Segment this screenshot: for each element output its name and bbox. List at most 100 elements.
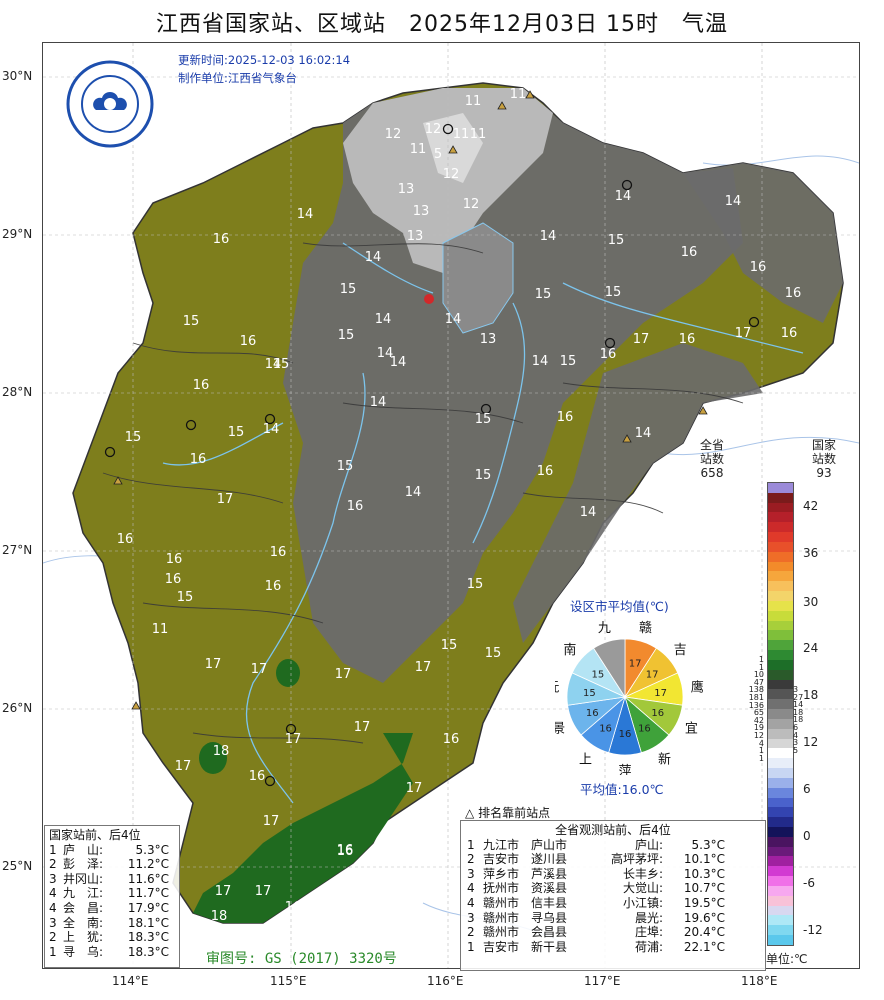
pie-value: 16 — [619, 729, 632, 740]
station-value: 15 — [340, 282, 357, 297]
station-value: 16 — [265, 579, 282, 594]
pie-average: 平均值:16.0℃ — [580, 782, 664, 797]
colorbar-total-count: 12 — [753, 731, 764, 740]
all-ranking-value: 5.3°C — [691, 837, 725, 852]
station-value: 14 — [263, 422, 280, 437]
station-value: 14 — [580, 505, 597, 520]
colorbar-step — [768, 935, 793, 945]
lat-label: 25°N — [2, 859, 33, 873]
national-ranking-rank: 3 — [49, 915, 57, 930]
colorbar-step — [768, 650, 793, 660]
station-value: 14 — [370, 395, 387, 410]
pie-city-label: 抚 — [555, 681, 559, 696]
all-ranking-value: 19.5°C — [683, 895, 725, 910]
all-ranking-row: 4 赣州市 信丰县 小江镇: 19.5°C — [467, 896, 759, 911]
colorbar-total-count: 47 — [753, 677, 764, 687]
cool-zone-east2 — [513, 343, 763, 643]
colorbar-step — [768, 895, 793, 906]
national-ranking-value: 18.3°C — [127, 944, 169, 959]
pie-title: 设区市平均值(℃) — [570, 599, 669, 614]
pie-value: 17 — [629, 658, 642, 669]
station-value: 16 — [681, 245, 698, 260]
pie-city-label: 九 — [598, 621, 611, 636]
all-ranking-rank: 1 — [467, 939, 475, 954]
station-value: 16 — [443, 732, 460, 747]
pie-value: 16 — [586, 708, 599, 719]
national-ranking-rank: 2 — [49, 930, 57, 945]
colorbar-step — [768, 856, 793, 867]
station-value: 11 — [510, 87, 527, 102]
pie-value: 16 — [651, 708, 664, 719]
station-value: 17 — [285, 732, 302, 747]
lon-label: 118°E — [741, 974, 778, 988]
colorbar-step — [768, 640, 793, 651]
lat-label: 30°N — [2, 69, 33, 83]
unit-label: 单位:℃ — [766, 952, 808, 966]
colorbar-national-count: 27 — [793, 692, 804, 702]
colorbar-step — [768, 738, 793, 749]
station-value: 15 — [183, 314, 200, 329]
station-value: 17 — [735, 326, 752, 341]
station-value: 14 — [725, 194, 742, 209]
colorbar-step — [768, 502, 793, 513]
all-ranking-value: 22.1°C — [683, 939, 725, 954]
station-value: 17 — [205, 657, 222, 672]
station-value: 16 — [679, 332, 696, 347]
all-ranking-station: 小江镇: — [622, 895, 663, 910]
station-value: 18 — [213, 744, 230, 759]
colorbar-total-count: 1 — [758, 746, 764, 756]
colorbar-step — [768, 689, 793, 700]
station-value: 17 — [406, 781, 423, 796]
all-ranking-rank: 4 — [467, 881, 475, 896]
station-value: 11 — [410, 142, 427, 157]
colorbar-step — [768, 630, 793, 641]
all-ranking-county: 庐山市 — [531, 837, 568, 852]
colorbar-step — [768, 797, 793, 808]
colorbar-national-count: 3 — [793, 738, 799, 748]
all-ranking-city: 赣州市 — [483, 895, 520, 910]
station-value: 16 — [337, 843, 354, 858]
update-time: 更新时间:2025-12-03 16:02:14 — [178, 53, 351, 67]
map-frame: 11 11 12 12 11 11 5 11 12 13 13 12 14 14 13 16 16 14 14 15 1… — [42, 42, 860, 969]
all-ranking-panel: 全省观测站前、后4位 1 九江市 庐山市 庐山: 5.3°C 2 吉安市 遂川县 高坪茅坪: 10… — [460, 820, 766, 971]
pie-city-label: 景 — [555, 721, 565, 736]
national-ranking-rank: 1 — [49, 944, 57, 959]
producer: 制作单位:江西省气象台 — [178, 71, 297, 85]
national-ranking-name: 寻 乌: — [63, 944, 104, 959]
colorbar-total-count: 65 — [753, 708, 764, 718]
pie-value: 16 — [599, 723, 612, 734]
station-value: 15 — [485, 646, 502, 661]
national-ranking-row: 2 彭 泽: 11.2°C — [49, 857, 175, 872]
national-ranking-rank: 4 — [49, 886, 57, 901]
all-ranking-city: 九江市 — [483, 837, 520, 852]
grid-lines — [43, 43, 859, 968]
station-value: 16 — [600, 347, 617, 362]
station-value: 17 — [415, 660, 432, 675]
station-value: 17 — [255, 884, 272, 899]
national-ranking-name: 九 江: — [63, 886, 104, 901]
colorbar-step — [768, 669, 793, 680]
all-ranking-value: 10.3°C — [683, 866, 725, 881]
colorbar-total-count: 1 — [758, 662, 764, 672]
colorbar-national-count: 6 — [793, 723, 799, 732]
station-value: 17 — [354, 720, 371, 735]
colorbar-step — [768, 600, 793, 611]
station-value: 14 — [377, 346, 394, 361]
national-ranking-rank: 2 — [49, 857, 57, 872]
map-title: 江西省国家站、区域站 2025年12月03日 15时 气温 — [156, 12, 728, 37]
station-value: 16 — [781, 326, 798, 341]
station-value: 16 — [213, 232, 230, 247]
station-value: 14 — [635, 426, 652, 441]
all-ranking-row: 1 吉安市 新干县 荷浦: 22.1°C — [467, 940, 759, 955]
all-ranking-city: 抚州市 — [483, 881, 520, 896]
pie-city-label: 吉 — [674, 643, 687, 658]
national-ranking-row: 2 上 犹: 18.3°C — [49, 930, 175, 945]
lon-label: 117°E — [584, 974, 621, 988]
colorbar-step — [768, 541, 793, 552]
pie-slice — [593, 638, 626, 699]
station-value: 15 — [228, 425, 245, 440]
colorbar-step — [768, 846, 793, 857]
station-value: 13 — [480, 332, 497, 347]
station-value: 17 — [175, 759, 192, 774]
